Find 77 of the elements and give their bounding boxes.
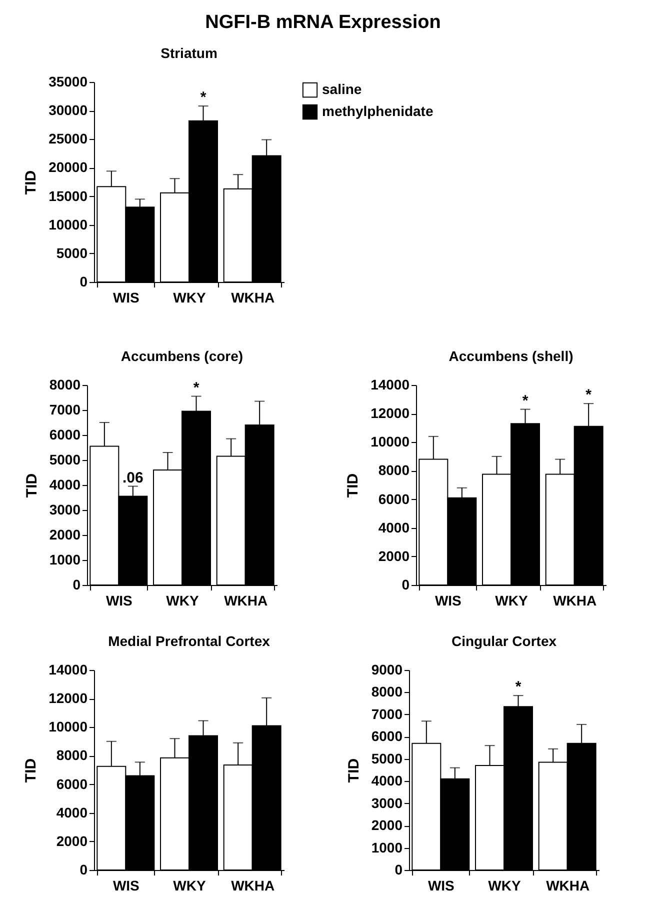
y-tick-label: 0 [72,576,81,592]
y-tick-label: 6000 [378,490,410,507]
y-tick-label: 10000 [48,718,88,735]
y-tick-label: 14000 [48,662,88,678]
y-tick-label: 7000 [371,706,403,722]
x-tick-label: WKY [495,592,528,608]
y-tick-label: 10000 [48,216,88,232]
x-tick-label: WKHA [224,592,268,608]
y-tick-label: 4000 [378,519,410,536]
annotation: * [193,379,200,396]
y-tick-label: 8000 [49,376,81,392]
y-tick-label: 6000 [371,728,403,744]
x-tick-label: WIS [106,592,132,608]
text: NGFI-B mRNA Expression [204,12,442,34]
y-tick-label: 0 [80,862,88,878]
y-tick-label: 4000 [371,772,403,789]
chart-subtitle: Striatum [160,45,218,61]
annotation: * [200,89,206,106]
x-tick-label: WKHA [231,290,275,306]
annotation: * [522,392,528,410]
annotation: * [586,386,592,404]
legend-label: methylphenidate [322,103,434,119]
annotation: * [515,678,522,696]
y-tick-label: 12000 [370,405,410,422]
y-tick-label: 10000 [370,434,410,450]
y-tick-label: 5000 [49,452,81,468]
y-tick-label: 12000 [48,690,88,706]
y-tick-label: 2000 [49,526,81,542]
x-tick-label: WKHA [553,592,597,608]
y-axis-title: TID [23,473,40,498]
y-tick-label: 14000 [370,376,410,392]
x-tick-label: WKY [173,878,206,894]
x-tick-label: WKY [488,878,522,894]
x-tick-label: WIS [112,290,140,306]
legend-label: saline [322,81,362,97]
y-tick-label: 2000 [56,832,88,849]
y-tick-label: 20000 [48,159,88,176]
y-axis-title: TID [22,758,40,783]
x-tick-label: WKHA [231,878,275,894]
y-tick-label: 3000 [49,502,81,518]
y-tick-label: 4000 [56,804,88,820]
y-tick-label: 25000 [48,130,88,147]
x-tick-label: WKHA [546,878,590,894]
y-axis-title: TID [345,758,362,783]
y-tick-label: 8000 [56,747,88,764]
y-tick-label: 2000 [378,548,410,564]
y-tick-label: 15000 [48,188,88,204]
y-tick-label: 30000 [48,102,88,118]
y-tick-label: 5000 [56,244,88,261]
y-tick-label: 2000 [371,817,403,834]
y-tick-label: 6000 [56,776,88,792]
y-axis-title: TID [344,473,362,498]
x-tick-label: WIS [112,878,140,894]
y-axis-title: TID [22,170,40,195]
x-tick-label: WKY [173,290,206,306]
y-tick-label: 0 [394,862,403,878]
x-tick-label: WIS [428,878,454,894]
y-tick-label: 7000 [49,402,81,418]
y-tick-label: 6000 [49,426,81,442]
chart-title: Accumbens (shell) [448,348,574,364]
y-tick-label: 35000 [48,74,88,90]
y-tick-label: 4000 [49,476,81,492]
annotation: .06 [122,469,144,486]
y-tick-label: 1000 [49,552,81,568]
y-tick-label: 3000 [371,794,403,811]
x-tick-label: WIS [434,592,462,608]
y-tick-label: 9000 [371,662,403,678]
x-tick-label: WKY [166,592,200,608]
y-tick-label: 0 [80,274,88,290]
chart-title: Accumbens (core) [120,348,244,364]
chart-title: Cingular Cortex [451,633,557,649]
y-tick-label: 0 [402,576,410,592]
y-tick-label: 5000 [371,750,403,766]
chart-title: Medial Prefrontal Cortex [108,633,270,649]
y-tick-label: 1000 [371,839,403,856]
y-tick-label: 8000 [378,462,410,478]
y-tick-label: 8000 [371,684,403,700]
